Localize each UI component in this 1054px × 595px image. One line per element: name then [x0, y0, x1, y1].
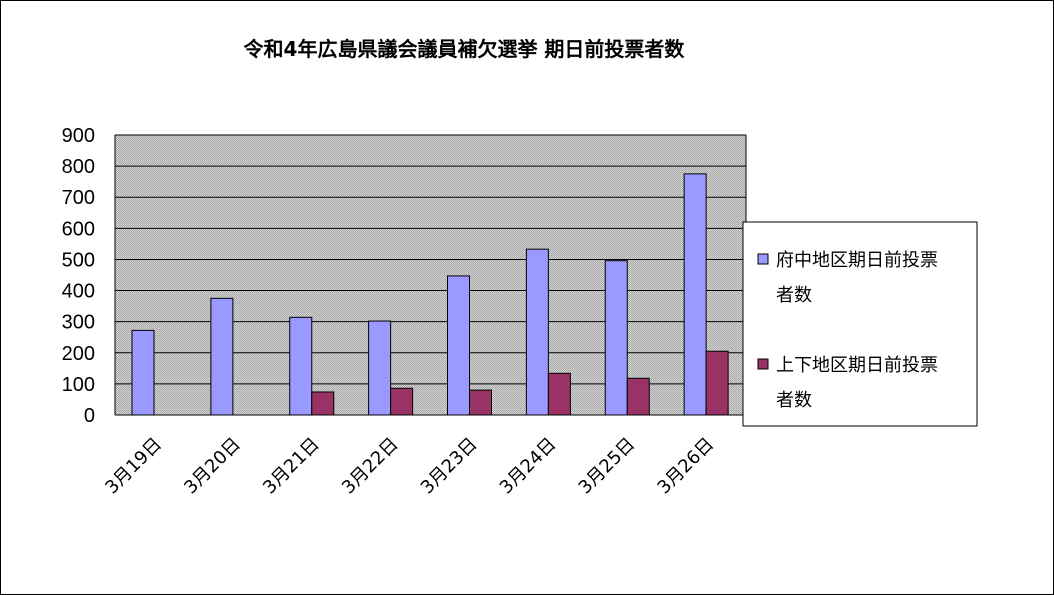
y-tick-label: 900 [62, 125, 95, 147]
legend-swatch [757, 253, 769, 265]
legend-label: 者数 [776, 390, 812, 411]
x-tick-label: 3月23日 [417, 434, 482, 499]
y-tick-label: 0 [84, 405, 95, 427]
bar [390, 387, 414, 416]
legend [742, 221, 978, 427]
x-tick-label: 3月20日 [180, 434, 245, 499]
y-tick-label: 300 [62, 312, 95, 334]
x-tick-label: 3月19日 [101, 434, 166, 499]
bar [626, 377, 650, 416]
bar [604, 260, 628, 416]
legend-label: 上下地区期日前投票 [776, 355, 938, 376]
x-tick-label: 3月25日 [575, 434, 640, 499]
bar [525, 248, 549, 416]
bar [131, 329, 155, 416]
chart-title: 令和4年広島県議会議員補欠選挙 期日前投票者数 [244, 37, 686, 61]
bar [547, 372, 571, 416]
y-tick-label: 600 [62, 218, 95, 240]
bar [289, 316, 313, 416]
y-tick-label: 800 [62, 156, 95, 178]
legend-label: 府中地区期日前投票 [776, 250, 938, 271]
bar [447, 275, 470, 416]
bar [705, 350, 729, 416]
y-tick-label: 200 [62, 343, 95, 365]
legend-swatch [757, 358, 769, 370]
bar [311, 391, 335, 416]
bar [368, 320, 392, 416]
x-tick-label: 3月26日 [653, 434, 718, 499]
y-tick-label: 700 [62, 187, 95, 209]
y-tick-label: 400 [62, 281, 95, 303]
bar [469, 389, 492, 416]
x-tick-label: 3月22日 [338, 434, 403, 499]
legend-label: 者数 [776, 285, 812, 306]
x-tick-label: 3月24日 [496, 434, 561, 499]
x-tick-label: 3月21日 [259, 434, 324, 499]
plot-area [115, 135, 746, 415]
y-tick-label: 100 [62, 374, 95, 396]
bar [210, 297, 234, 416]
y-tick-label: 500 [62, 249, 95, 271]
bar [683, 173, 707, 416]
